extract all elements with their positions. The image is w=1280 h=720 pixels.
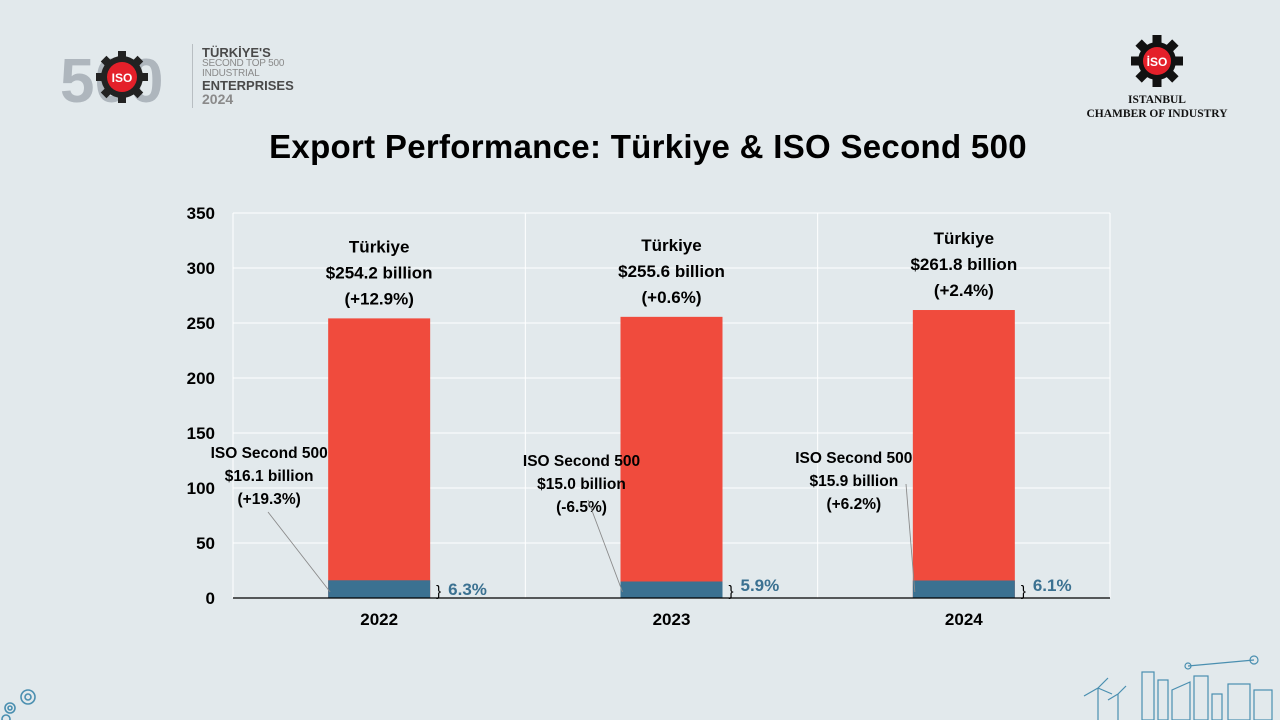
logo-line-4: 2024 [202,91,234,107]
iso-500-logo: 500 ISO TÜRKİYE'S SECOND TOP 500 INDUSTR… [60,40,320,116]
turkiye-bar [328,318,431,598]
x-tick-label: 2024 [945,610,983,629]
logo-line-3: ENTERPRISES [202,78,294,93]
gears-decoration-icon [1,689,36,720]
turkiye-label-name: Türkiye [349,237,409,256]
iso-label-change: (+6.2%) [826,496,881,513]
y-tick-label: 150 [187,424,215,443]
svg-text:ISO: ISO [112,71,133,85]
industry-skyline-icon [1083,655,1273,720]
y-tick-label: 0 [206,589,215,608]
turkiye-bar [912,310,1015,598]
y-tick-label: 50 [196,534,215,553]
iso-bar [620,581,723,598]
iso-bar [328,580,431,598]
share-label: 5.9% [741,576,780,595]
iso-label-value: $16.1 billion [225,468,314,485]
chamber-name-line-1: ISTANBUL [1128,94,1186,106]
iso-leader-line [587,499,623,593]
turkiye-bar [620,316,723,598]
chamber-name-line-2: CHAMBER OF INDUSTRY [1086,108,1228,120]
share-label: 6.3% [448,580,487,599]
y-tick-label: 350 [187,204,215,223]
logo-divider [192,44,193,108]
iso-500-emblem: 500 ISO [60,47,163,116]
iso-label-name: ISO Second 500 [523,453,640,470]
iso-bar [912,580,1015,598]
chart-title: Export Performance: Türkiye & ISO Second… [269,128,1027,165]
turkiye-label-change: (+2.4%) [934,281,994,300]
iso-label-change: (+19.3%) [238,491,301,508]
iso-leader-line [267,511,331,593]
iso-label-value: $15.9 billion [809,473,898,490]
share-brace: } [436,583,441,600]
share-brace: } [1021,583,1026,600]
turkiye-label-name: Türkiye [934,229,994,248]
turkiye-label-value: $255.6 billion [618,262,725,281]
istanbul-chamber-logo: İSO ISTANBUL CHAMBER OF INDUSTRY [1072,34,1242,126]
iso-gear-icon: İSO [1131,35,1183,87]
y-tick-label: 250 [187,314,215,333]
share-label: 6.1% [1033,576,1072,595]
share-brace: } [729,583,734,600]
y-tick-label: 300 [187,259,215,278]
turkiye-label-change: (+0.6%) [642,288,702,307]
turkiye-label-name: Türkiye [641,236,701,255]
iso-label-change: (-6.5%) [556,499,607,516]
logo-line-1: TÜRKİYE'S [202,45,271,60]
logo-line-2: SECOND TOP 500 INDUSTRIAL [202,58,285,79]
iso-label-name: ISO Second 500 [795,450,912,467]
turkiye-label-value: $261.8 billion [910,255,1017,274]
iso-leader-line [905,483,916,593]
iso-label-name: ISO Second 500 [211,445,328,462]
iso-label-value: $15.0 billion [537,476,626,493]
turkiye-label-change: (+12.9%) [344,289,413,308]
y-tick-label: 100 [187,479,215,498]
x-tick-label: 2023 [653,610,691,629]
y-tick-label: 200 [187,369,215,388]
logo-text: TÜRKİYE'S SECOND TOP 500 INDUSTRIAL ENTE… [202,46,320,106]
svg-text:İSO: İSO [1147,54,1168,69]
x-tick-label: 2022 [360,610,398,629]
turkiye-label-value: $254.2 billion [326,263,433,282]
